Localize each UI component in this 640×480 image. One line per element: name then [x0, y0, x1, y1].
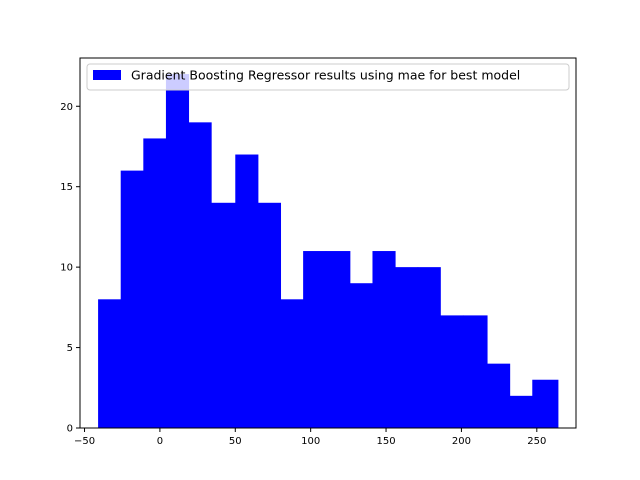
- axes-frame: [79, 57, 577, 429]
- legend-swatch: [93, 70, 121, 80]
- y-tick-label: 0: [67, 424, 73, 435]
- y-tick-label: 15: [60, 182, 73, 193]
- histogram-bar: [509, 395, 533, 428]
- x-axis-ticks: −50 0 50 100 150 200 250: [74, 428, 546, 447]
- histogram-bar: [143, 138, 167, 428]
- y-tick-label: 20: [60, 102, 73, 113]
- x-tick-label: 100: [301, 436, 320, 447]
- y-tick-label: 10: [60, 263, 73, 274]
- histogram-bar: [532, 379, 559, 428]
- x-tick-label: 0: [157, 436, 163, 447]
- histogram-bars: [98, 74, 559, 429]
- x-tick-label: −50: [74, 436, 95, 447]
- histogram-bar: [440, 315, 464, 428]
- histogram-bar: [303, 251, 327, 428]
- histogram-bar: [325, 251, 351, 428]
- histogram-bar: [120, 170, 144, 428]
- x-tick-label: 200: [452, 436, 471, 447]
- histogram-bar: [257, 202, 282, 428]
- histogram-bar: [395, 267, 419, 428]
- histogram-bar: [462, 315, 488, 428]
- histogram-bar: [165, 74, 190, 428]
- histogram-bar: [349, 283, 373, 428]
- x-tick-label: 150: [376, 436, 395, 447]
- histogram-bar: [211, 202, 236, 428]
- legend-box: [86, 63, 570, 91]
- histogram-bar: [417, 267, 441, 428]
- legend-label: Gradient Boosting Regressor results usin…: [131, 68, 520, 83]
- x-tick-label: 250: [527, 436, 546, 447]
- histogram-bar: [98, 299, 122, 428]
- histogram-bar: [235, 154, 259, 429]
- histogram-bar: [188, 122, 212, 428]
- x-tick-label: 50: [229, 436, 242, 447]
- legend: Gradient Boosting Regressor results usin…: [86, 63, 570, 91]
- histogram-bar: [372, 251, 396, 428]
- y-tick-label: 5: [67, 343, 73, 354]
- y-axis-ticks: 0 5 10 15 20: [60, 102, 80, 435]
- histogram-bar: [487, 363, 511, 428]
- histogram-bar: [280, 299, 304, 428]
